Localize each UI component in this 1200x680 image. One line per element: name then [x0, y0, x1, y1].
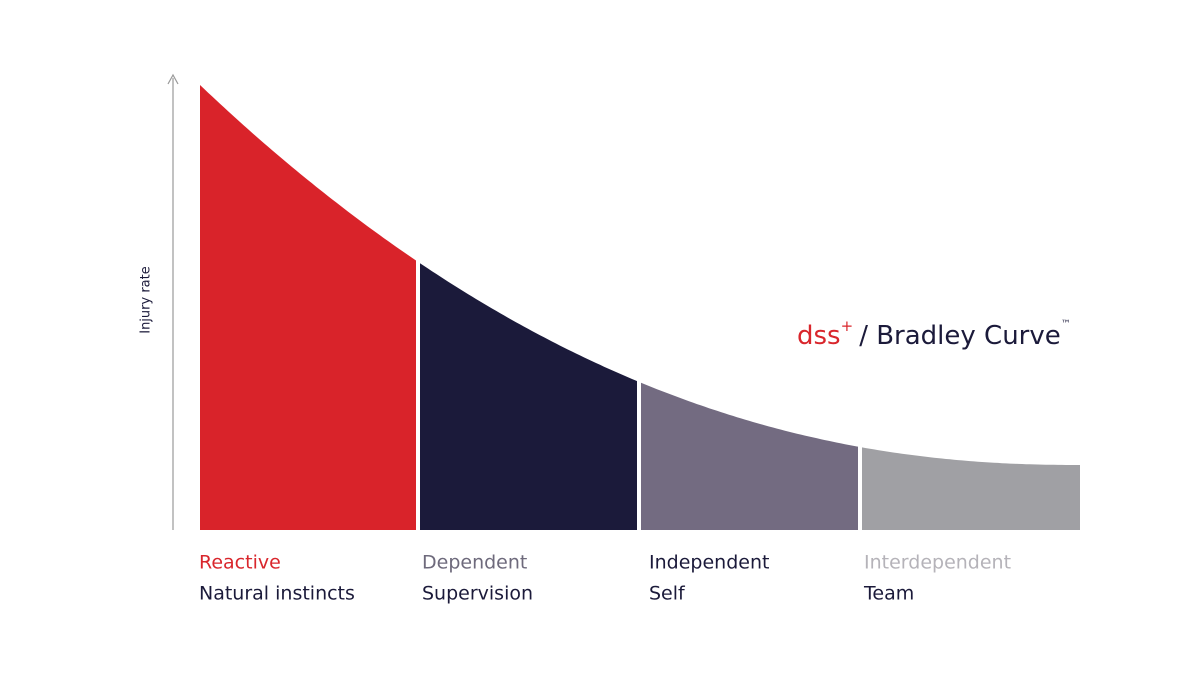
stage-description: Self [649, 583, 686, 605]
stage-name: Interdependent [864, 552, 1011, 574]
curve-segment [641, 382, 858, 530]
stage-labels: Reactive Natural instincts Dependent Superv… [199, 552, 1011, 605]
brand-title: / Bradley Curve [859, 321, 1061, 351]
stage-description: Team [863, 583, 914, 605]
axis-arrow [167, 73, 179, 85]
axis-label: Injury rate [139, 266, 154, 334]
brand-name: dss [797, 321, 841, 351]
stage-description: Natural instincts [199, 583, 355, 605]
curve-segment [862, 447, 1080, 530]
stage-description: Supervision [422, 583, 533, 605]
stage-name: Dependent [422, 552, 527, 574]
brand: dss+ / Bradley Curve™ [797, 317, 1071, 351]
brand-mark: + [841, 317, 854, 335]
curve-segment [200, 85, 416, 530]
stage-name: Independent [649, 552, 769, 574]
curve-segment [420, 263, 637, 530]
curve [200, 85, 1080, 530]
brand-trademark: ™ [1061, 319, 1071, 330]
stage-name: Reactive [199, 552, 281, 574]
